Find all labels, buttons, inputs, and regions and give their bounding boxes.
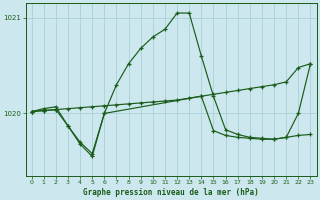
- X-axis label: Graphe pression niveau de la mer (hPa): Graphe pression niveau de la mer (hPa): [83, 188, 259, 197]
